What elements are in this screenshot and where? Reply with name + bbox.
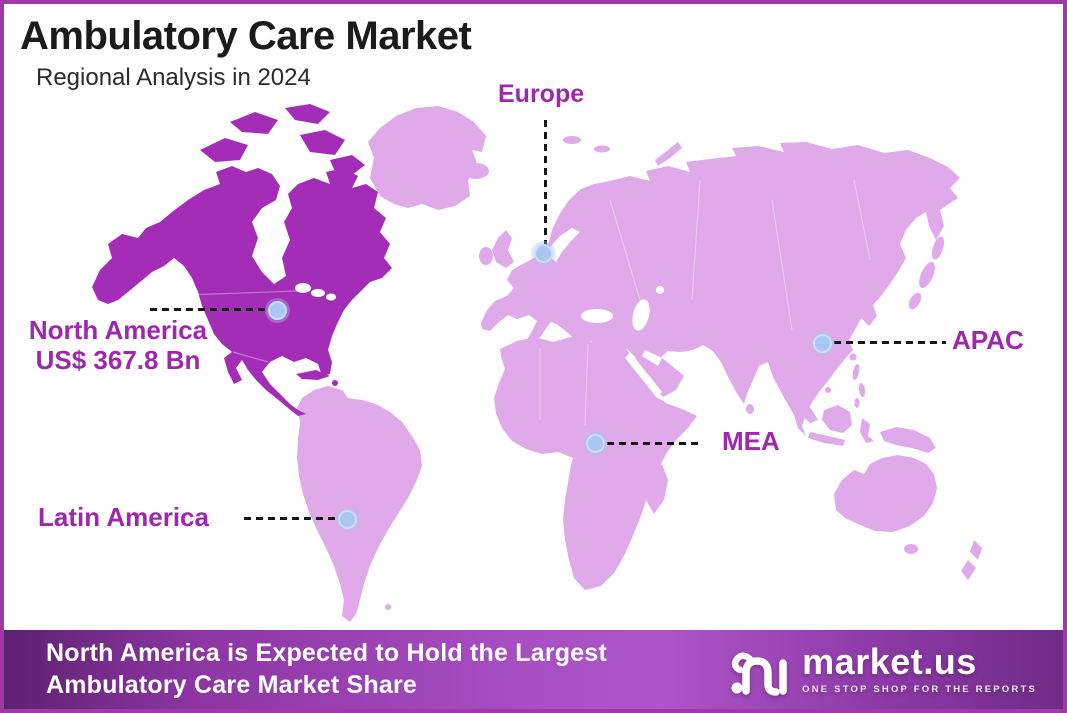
africa-shape — [494, 337, 697, 590]
marketus-logo-tagline: ONE STOP SHOP FOR THE REPORTS — [802, 684, 1037, 695]
label-mea: MEA — [722, 426, 780, 456]
leader-line-apac — [834, 341, 946, 344]
marketus-logo: market.us ONE STOP SHOP FOR THE REPORTS — [730, 643, 1037, 697]
footer-banner: North America is Expected to Hold the La… — [4, 630, 1063, 709]
world-map — [92, 104, 982, 622]
marketus-logo-text: market.us — [802, 641, 977, 682]
leader-line-europe — [544, 120, 547, 248]
marketus-logo-words: market.us ONE STOP SHOP FOR THE REPORTS — [802, 641, 1037, 696]
leader-line-north-america — [150, 308, 268, 311]
eurasia-shape — [481, 142, 960, 436]
footer-headline-line2: Ambulatory Care Market Share — [46, 670, 418, 699]
marker-apac — [813, 334, 832, 353]
marketus-logo-icon — [731, 652, 787, 696]
label-north-america-value: US$ 367.8 Bn — [35, 344, 201, 375]
page-subtitle: Regional Analysis in 2024 — [36, 64, 311, 91]
label-apac: APAC — [952, 325, 1024, 355]
label-latin-america: Latin America — [38, 502, 209, 532]
label-europe: Europe — [498, 80, 585, 108]
greenland-shape — [368, 106, 486, 210]
footer-headline: North America is Expected to Hold the La… — [46, 638, 607, 701]
label-north-america: North America US$ 367.8 Bn — [18, 315, 218, 376]
marker-europe — [534, 244, 553, 263]
leader-line-latin-america — [244, 517, 340, 520]
marker-mea — [586, 434, 605, 453]
australia-shape — [834, 455, 937, 532]
marker-latin-america — [338, 510, 357, 529]
marker-north-america — [268, 301, 287, 320]
leader-line-mea — [607, 442, 703, 445]
footer-headline-line1: North America is Expected to Hold the La… — [46, 639, 607, 667]
label-north-america-name: North America — [28, 315, 208, 345]
north-america-shape — [92, 166, 392, 416]
south-america-shape — [297, 386, 422, 622]
page-title: Ambulatory Care Market — [20, 14, 472, 58]
